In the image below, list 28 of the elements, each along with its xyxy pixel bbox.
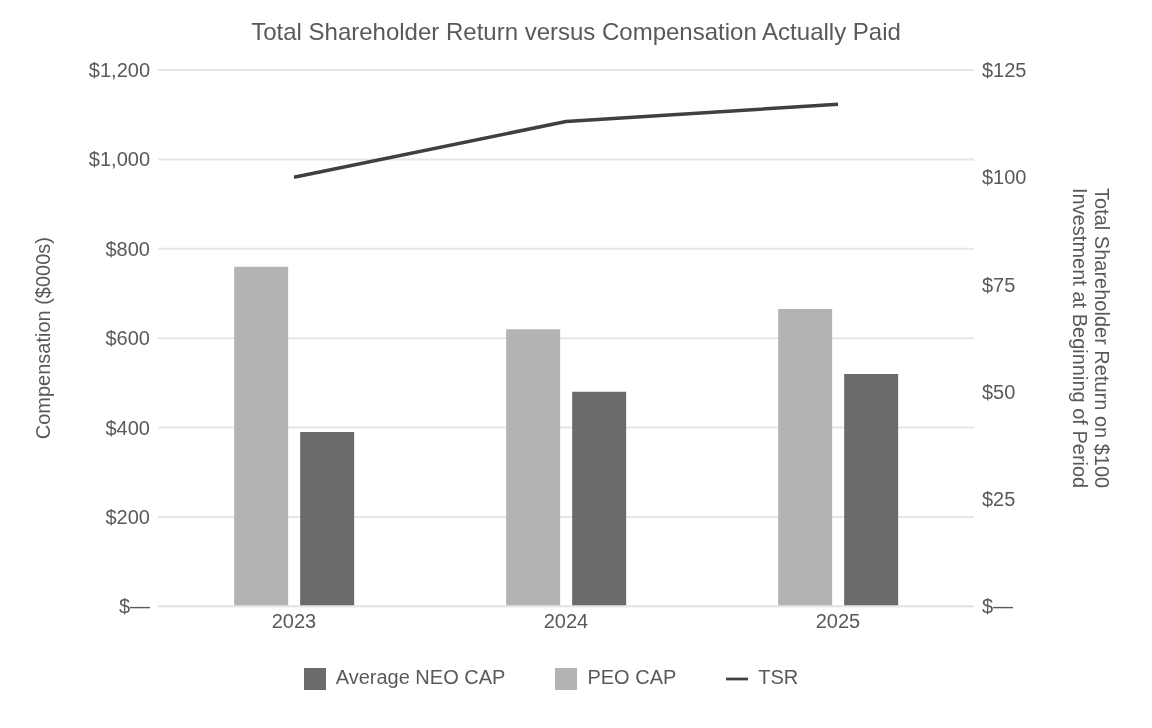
y-tick-label: $— [118,595,150,618]
chart-title: Total Shareholder Return versus Compensation Actually Paid [250,18,902,46]
y2-tick-label: $— [982,595,1014,618]
y2-tick-label: $25 [982,488,1016,511]
bar [778,309,833,607]
legend-label: Average NEO CAP [335,666,506,689]
y-tick-label: $800 [105,237,150,260]
legend-label: TSR [758,666,799,689]
y2-tick-label: $75 [982,273,1016,296]
bar [506,329,561,607]
y2-tick-label: $100 [982,166,1027,189]
bar [572,391,627,607]
y2-tick-label: $50 [982,380,1016,403]
y2-axis-title: Total Shareholder Return on $100 Investment at Beginning of Period [1069,188,1113,489]
x-tick-label: 2025 [815,610,861,633]
y2-tick-label: $125 [982,59,1027,82]
y-tick-label: $600 [105,327,150,350]
bar [300,431,355,607]
y-tick-label: $1,200 [88,59,150,82]
x-tick-label: 2024 [543,610,589,633]
x-tick-label: 2023 [271,610,317,633]
bar [844,373,899,607]
y-tick-label: $400 [105,416,150,439]
y-tick-label: $200 [105,506,150,528]
legend-label: PEO CAP [587,666,677,689]
bar [234,266,289,607]
y-axis-title: Compensation ($000s) [32,236,55,440]
y-tick-label: $1,000 [88,148,150,171]
